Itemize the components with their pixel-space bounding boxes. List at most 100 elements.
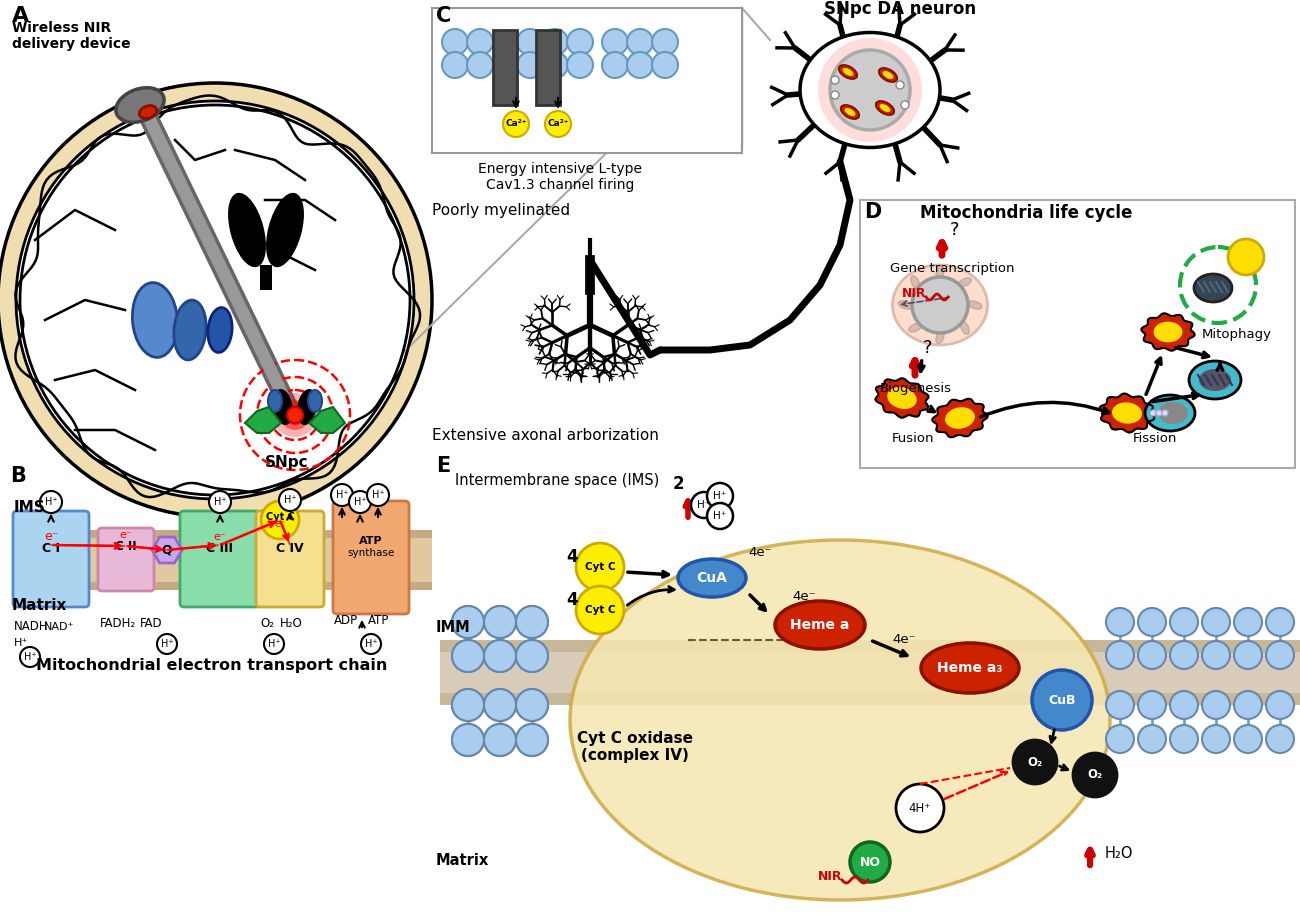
Text: ?: ? [923,339,932,357]
Circle shape [40,491,62,513]
Circle shape [850,842,891,882]
Circle shape [567,52,593,78]
Circle shape [831,76,838,84]
Text: Mitochondria life cycle: Mitochondria life cycle [920,204,1132,222]
Circle shape [1266,725,1294,753]
Circle shape [707,503,733,529]
Ellipse shape [958,278,971,287]
Circle shape [367,484,389,506]
Circle shape [452,640,484,672]
Text: 4: 4 [566,548,577,566]
Circle shape [442,52,468,78]
Polygon shape [309,407,344,433]
Text: H⁺: H⁺ [23,652,36,662]
Text: NIR: NIR [902,287,927,300]
Circle shape [896,784,944,832]
Circle shape [16,101,413,499]
FancyBboxPatch shape [98,528,153,591]
Circle shape [516,640,549,672]
Circle shape [692,492,718,518]
FancyBboxPatch shape [13,511,88,607]
Text: C IV: C IV [276,542,304,555]
Text: Heme a: Heme a [790,618,850,632]
Circle shape [1180,247,1256,323]
Text: H⁺: H⁺ [697,500,711,510]
Circle shape [516,689,549,721]
Ellipse shape [841,105,859,119]
Ellipse shape [936,266,944,280]
Polygon shape [1100,393,1154,433]
Text: C: C [436,6,451,26]
Text: O₂: O₂ [1027,756,1043,768]
Circle shape [484,606,516,638]
Text: E: E [436,456,450,476]
Circle shape [1170,691,1199,719]
Circle shape [484,724,516,756]
Circle shape [567,29,593,55]
Circle shape [452,689,484,721]
Circle shape [1234,691,1262,719]
Circle shape [516,689,549,721]
Circle shape [516,640,549,672]
Bar [439,640,1300,652]
Circle shape [707,483,733,509]
Circle shape [542,29,568,55]
Polygon shape [932,399,988,437]
Circle shape [831,91,838,99]
Bar [861,200,1295,468]
Text: 4e⁻: 4e⁻ [792,590,815,603]
Polygon shape [152,537,182,563]
Text: NADH: NADH [14,620,48,633]
Circle shape [484,606,516,638]
Circle shape [576,586,624,634]
Text: e⁻: e⁻ [120,530,133,540]
Bar [493,30,517,105]
Text: 4e⁻: 4e⁻ [892,633,915,646]
Circle shape [1170,725,1199,753]
FancyBboxPatch shape [179,511,260,607]
Ellipse shape [800,32,940,148]
Text: 4H⁺: 4H⁺ [909,801,931,814]
Text: H⁺: H⁺ [714,491,727,501]
Circle shape [261,501,299,539]
Circle shape [157,634,177,654]
Polygon shape [1141,314,1195,350]
Ellipse shape [569,540,1110,900]
Text: O₂: O₂ [260,617,274,630]
Circle shape [1138,608,1166,636]
Circle shape [209,491,231,513]
Ellipse shape [133,282,178,358]
Text: Biogenesis: Biogenesis [880,382,952,395]
Text: H₂O: H₂O [1105,846,1134,861]
Ellipse shape [911,276,919,289]
Ellipse shape [273,390,292,425]
Text: NAD⁺: NAD⁺ [44,622,74,632]
Circle shape [1138,641,1166,669]
Ellipse shape [876,101,894,115]
Circle shape [516,724,549,756]
Text: Mitophagy: Mitophagy [1202,328,1271,341]
Ellipse shape [1158,402,1188,424]
Text: 4: 4 [566,591,577,609]
Circle shape [1266,608,1294,636]
Text: Gene transcription: Gene transcription [891,262,1014,275]
Circle shape [452,606,484,638]
Ellipse shape [229,193,265,267]
Circle shape [1234,725,1262,753]
Text: SNpc DA neuron: SNpc DA neuron [824,0,976,18]
Text: Fission: Fission [1134,432,1178,445]
Text: H₂O: H₂O [280,617,303,630]
Bar [432,8,742,153]
Bar [439,693,1300,705]
Bar [536,30,560,105]
Circle shape [285,405,306,425]
Ellipse shape [266,193,303,267]
Ellipse shape [139,105,157,118]
Polygon shape [888,388,916,408]
Polygon shape [946,408,974,428]
Circle shape [542,52,568,78]
Text: ?: ? [950,221,959,239]
Text: C I: C I [42,542,60,555]
Text: C III: C III [207,542,234,555]
Text: Matrix: Matrix [436,853,489,868]
